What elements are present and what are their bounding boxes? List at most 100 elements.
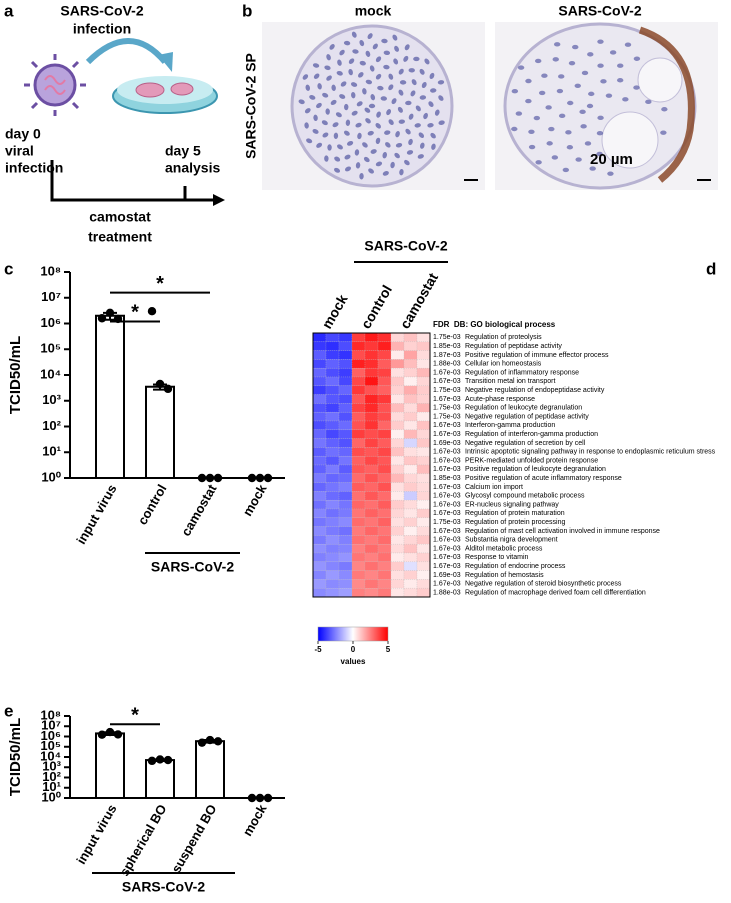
- virus-spikes: [24, 54, 86, 116]
- nucleus: [375, 123, 381, 129]
- nucleus: [431, 143, 436, 150]
- virus-rna: [44, 75, 66, 95]
- nucleus: [364, 107, 371, 113]
- fdr-label: 1.67e-03: [433, 449, 461, 456]
- schematic-title: SARS-CoV-2: [60, 3, 143, 19]
- fdr-label: 1.88e-03: [433, 589, 461, 596]
- heatmap-cell: [416, 526, 431, 536]
- heatmap-cell: [364, 332, 379, 342]
- nucleus: [350, 82, 358, 87]
- heatmap-cell: [416, 438, 431, 448]
- heatmap-cell: [403, 412, 418, 422]
- heatmap-cell: [312, 385, 327, 395]
- heatmap-header: FDR DB: GO biological process: [433, 320, 556, 329]
- nucleus: [348, 58, 355, 64]
- heatmap-cell: [312, 332, 327, 342]
- heatmap-cell: [338, 526, 353, 536]
- y-tick-label: 10³: [42, 392, 61, 407]
- row-label: Positive regulation of acute inflammator…: [465, 475, 622, 482]
- nucleus: [370, 94, 376, 101]
- heatmap-cell: [364, 552, 379, 562]
- heatmap-cell: [403, 517, 418, 527]
- heatmap-cell: [325, 376, 340, 386]
- fdr-label: 1.67e-03: [433, 528, 461, 535]
- row-label: Positive regulation of immune effector p…: [465, 352, 609, 359]
- fdr-label: 1.67e-03: [433, 545, 461, 552]
- nucleus: [517, 65, 525, 70]
- heatmap-cell: [377, 544, 392, 554]
- treatment-label: camostat: [89, 209, 151, 225]
- y-tick-label: 10⁸: [40, 707, 61, 722]
- data-point: [263, 793, 273, 803]
- nucleus: [596, 131, 604, 136]
- row-label: Glycosyl compound metabolic process: [465, 493, 585, 500]
- heatmap-cell: [312, 544, 327, 554]
- nucleus: [581, 70, 589, 76]
- nucleus: [418, 132, 425, 139]
- nucleus: [383, 50, 391, 56]
- heatmap-cell: [403, 570, 418, 580]
- heatmap-cell: [364, 579, 379, 589]
- fdr-label: 1.75e-03: [433, 519, 461, 526]
- nucleus: [388, 73, 394, 80]
- nucleus: [395, 131, 400, 138]
- heatmap-frame: [312, 332, 431, 598]
- heatmap-cell: [364, 438, 379, 448]
- heatmap-cell: [312, 500, 327, 510]
- heatmap-cell: [416, 341, 431, 351]
- nucleus: [419, 95, 427, 100]
- heatmap-cell: [416, 561, 431, 571]
- x-tick-label: camostat: [178, 481, 220, 539]
- nucleus: [552, 57, 559, 62]
- nucleus: [437, 80, 445, 85]
- nucleus: [421, 81, 427, 89]
- nucleus: [356, 101, 363, 107]
- nucleus: [568, 60, 576, 66]
- nucleus: [562, 167, 570, 173]
- heatmap-cell: [351, 579, 366, 589]
- nucleus: [332, 122, 339, 128]
- heatmap-cell: [351, 500, 366, 510]
- heatmap-cell: [403, 508, 418, 518]
- nucleus: [326, 54, 331, 61]
- nucleus: [375, 137, 381, 145]
- y-tick-label: 10⁵: [40, 341, 61, 356]
- heatmap-cell: [416, 456, 431, 466]
- heatmap-cell: [312, 456, 327, 466]
- heatmap-cell: [312, 368, 327, 378]
- heatmap-cell: [312, 350, 327, 360]
- column-label: control: [357, 282, 395, 331]
- heatmap-cell: [351, 420, 366, 430]
- nucleus: [535, 58, 542, 64]
- heatmap-cell: [390, 552, 405, 562]
- heatmap-cell: [338, 535, 353, 545]
- histology: [262, 22, 718, 190]
- heatmap-cell: [312, 570, 327, 580]
- heatmap-cell: [312, 376, 327, 386]
- heatmap-cell: [390, 394, 405, 404]
- heatmap-cell: [351, 491, 366, 501]
- image-column-label: SARS-CoV-2: [558, 3, 641, 19]
- heatmap-cell: [338, 570, 353, 580]
- heatmap-cell: [364, 368, 379, 378]
- fdr-label: 1.67e-03: [433, 501, 461, 508]
- heatmap-cell: [338, 561, 353, 571]
- scale-bar-label: 20 µm: [590, 151, 633, 168]
- heatmap-cell: [377, 579, 392, 589]
- nucleus: [587, 52, 594, 57]
- nucleus: [605, 93, 613, 98]
- x-tick-label: mock: [240, 801, 270, 839]
- nucleus: [528, 129, 535, 134]
- nucleus: [359, 39, 365, 47]
- nucleus: [548, 126, 555, 132]
- nucleus: [377, 85, 384, 91]
- treatment-label: treatment: [88, 229, 152, 245]
- colorbar-tick-label: 0: [351, 645, 356, 654]
- group-label: SARS-CoV-2: [364, 238, 447, 254]
- heatmap-cell: [312, 561, 327, 571]
- heatmap-cell: [364, 508, 379, 518]
- nucleus: [565, 130, 572, 135]
- nucleus: [368, 168, 374, 174]
- nucleus: [404, 159, 410, 166]
- heatmap-cell: [416, 517, 431, 527]
